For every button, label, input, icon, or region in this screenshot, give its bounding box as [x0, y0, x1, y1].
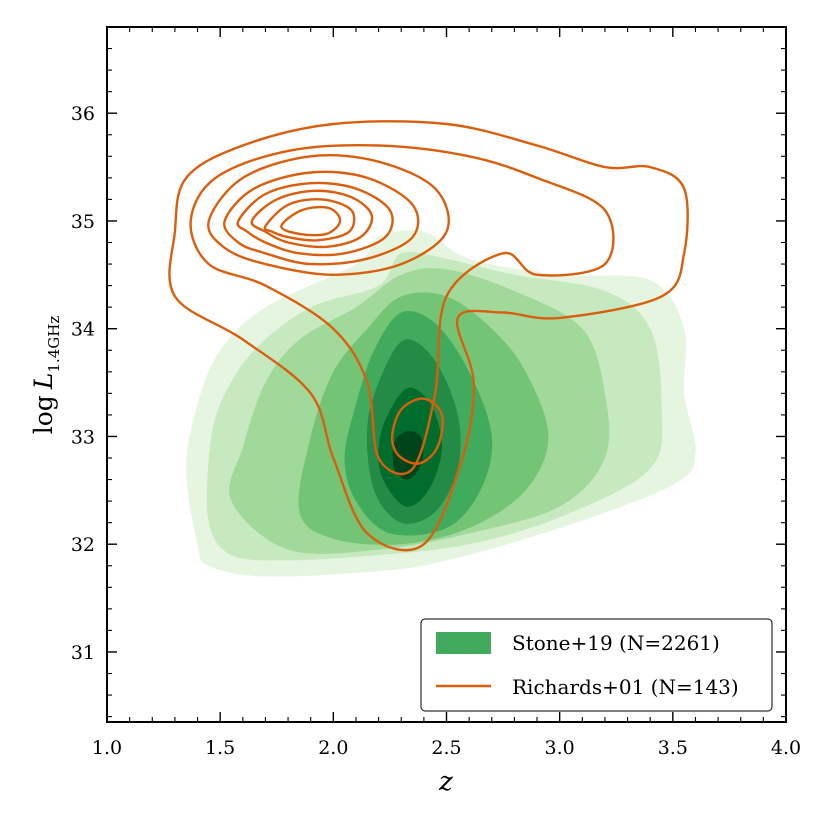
y-axis: 31 32 33 34 35 36: [71, 26, 786, 718]
richards-contour-level-7: [263, 197, 356, 242]
legend-label-richards: Richards+01 (N=143): [512, 675, 739, 699]
legend-swatch-stone: [436, 632, 491, 654]
x-axis-title: z: [438, 767, 453, 797]
richards-contour-lines: [168, 120, 689, 552]
x-tick-label: 3.5: [658, 737, 688, 759]
x-tick-label: 1.0: [92, 737, 122, 759]
richards-contour-level-4: [223, 170, 420, 266]
richards-contour-level-9: [390, 397, 444, 465]
legend-label-stone: Stone+19 (N=2261): [512, 631, 720, 655]
x-tick-label: 2.0: [318, 737, 348, 759]
y-axis-title: log L1.4GHz: [29, 316, 63, 435]
richards-contour-level-3: [207, 154, 450, 276]
richards-contour-level-2: [189, 143, 615, 476]
y-axis-title-prefix: log: [29, 395, 58, 434]
y-tick-label: 35: [71, 211, 95, 233]
legend-box: [420, 618, 773, 712]
x-tick-label: 2.5: [431, 737, 461, 759]
x-tick-label: 3.0: [545, 737, 575, 759]
y-axis-title-subscript: 1.4GHz: [45, 316, 63, 373]
y-tick-label: 32: [71, 534, 95, 556]
y-tick-label: 31: [71, 642, 95, 664]
stone-contour-level-8: [392, 431, 424, 480]
y-tick-label: 34: [71, 319, 95, 341]
legend: Stone+19 (N=2261) Richards+01 (N=143): [420, 618, 773, 712]
richards-contour-level-1: [168, 120, 689, 552]
y-tick-label: 33: [71, 426, 95, 448]
x-tick-label: 1.5: [205, 737, 235, 759]
richards-contour-level-8: [280, 205, 342, 237]
richards-contour-level-5: [236, 181, 394, 257]
y-axis-title-symbol: L: [29, 373, 58, 391]
plot-area: [168, 120, 696, 577]
x-axis: 1.0 1.5 2.0 2.5 3.0 3.5 4.0: [92, 27, 801, 759]
x-tick-label: 4.0: [771, 737, 801, 759]
y-tick-label: 36: [71, 103, 95, 125]
richards-contour-level-6: [250, 189, 374, 249]
